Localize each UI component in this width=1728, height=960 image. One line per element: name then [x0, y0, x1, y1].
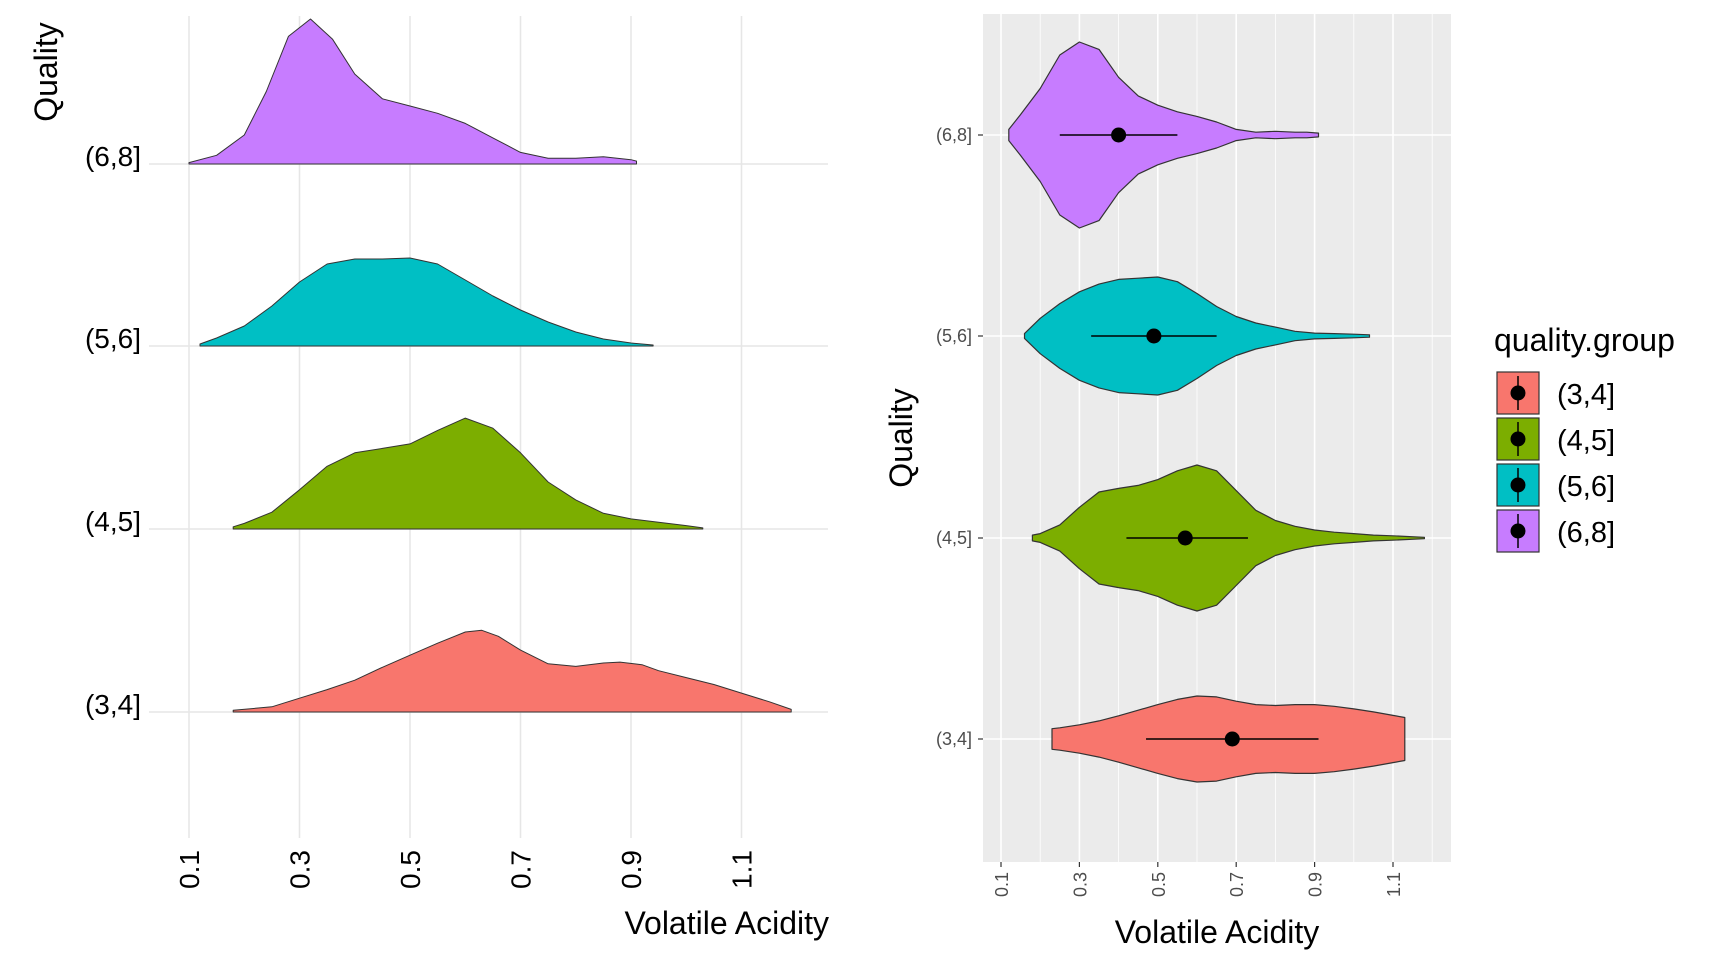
- legend-items: (3,4] (4,5] (5,6] (6,8]: [1496, 371, 1615, 553]
- ridgeline-y-tick-6-8: (6,8]: [85, 141, 141, 172]
- violin-x-tick-1-1: 1.1: [1384, 872, 1404, 897]
- legend-item-5-6: (5,6]: [1496, 463, 1615, 507]
- violin-y-tick-4-5: (4,5]: [936, 528, 972, 548]
- violin-x-tick-0-7: 0.7: [1227, 872, 1247, 897]
- legend-label-6-8: (6,8]: [1557, 517, 1615, 549]
- ridgeline-x-tick-0-7: 0.7: [506, 850, 537, 889]
- violin-x-tick-labels: 0.1 0.3 0.5 0.7 0.9 1.1: [992, 862, 1404, 897]
- violin-x-tick-0-1: 0.1: [992, 872, 1012, 897]
- legend-item-3-4: (3,4]: [1496, 371, 1615, 415]
- legend: quality.group (3,4] (4,5] (5,6] (6,8]: [1494, 322, 1675, 553]
- ridgeline-x-tick-0-3: 0.3: [285, 850, 316, 889]
- violin-y-axis-label: Quality: [883, 388, 919, 488]
- ridgeline-y-tick-5-6: (5,6]: [85, 323, 141, 354]
- violin-x-tick-0-5: 0.5: [1149, 872, 1169, 897]
- violin-mean-point-3-4: [1224, 731, 1240, 747]
- ridgeline-y-tick-4-5: (4,5]: [85, 506, 141, 537]
- legend-item-6-8: (6,8]: [1496, 509, 1615, 553]
- ridge-4-5: [232, 417, 704, 530]
- ridgeline-panel: (6,8](5,6](4,5](3,4] 0.1 0.3 0.5 0.7 0.9 1.1 …: [28, 16, 829, 941]
- ridgeline-x-tick-labels: 0.1 0.3 0.5 0.7 0.9 1.1: [174, 850, 758, 889]
- violin-panel: (6,8](5,6](4,5](3,4] 0.1 0.3 0.5 0.7 0.9 1.1 …: [883, 14, 1451, 950]
- ridgeline-x-tick-0-1: 0.1: [174, 850, 205, 889]
- violin-mean-point-5-6: [1146, 328, 1162, 344]
- ridgeline-y-axis-label: Quality: [28, 22, 64, 122]
- violin-y-tick-3-4: (3,4]: [936, 729, 972, 749]
- violin-y-tick-6-8: (6,8]: [936, 125, 972, 145]
- legend-label-5-6: (5,6]: [1557, 471, 1615, 503]
- violin-x-tick-0-3: 0.3: [1070, 872, 1090, 897]
- ridge-6-8: [188, 18, 637, 165]
- ridge-5-6: [199, 257, 654, 347]
- ridge-3-4: [232, 629, 792, 713]
- violin-x-tick-0-9: 0.9: [1306, 872, 1326, 897]
- ridgeline-x-tick-1-1: 1.1: [727, 850, 758, 889]
- legend-key-point-6-8: [1510, 523, 1526, 539]
- legend-label-4-5: (4,5]: [1557, 425, 1615, 457]
- ridgeline-y-tick-3-4: (3,4]: [85, 689, 141, 720]
- ridgeline-x-axis-label: Volatile Acidity: [624, 905, 829, 941]
- legend-title: quality.group: [1494, 322, 1675, 358]
- ridgeline-ridges: [188, 18, 792, 713]
- legend-key-point-5-6: [1510, 477, 1526, 493]
- legend-key-point-3-4: [1510, 385, 1526, 401]
- violin-y-tick-5-6: (5,6]: [936, 326, 972, 346]
- violin-y-tick-labels: (6,8] (5,6] (4,5] (3,4]: [936, 125, 983, 749]
- legend-label-3-4: (3,4]: [1557, 379, 1615, 411]
- legend-key-point-4-5: [1510, 431, 1526, 447]
- violin-pointranges: [1059, 127, 1319, 747]
- legend-item-4-5: (4,5]: [1496, 417, 1615, 461]
- violin-mean-point-4-5: [1177, 530, 1193, 546]
- ridgeline-y-tick-labels: (6,8] (5,6] (4,5] (3,4]: [85, 141, 141, 720]
- ridgeline-x-tick-0-9: 0.9: [616, 850, 647, 889]
- violin-mean-point-6-8: [1111, 127, 1127, 143]
- violin-x-axis-label: Volatile Acidity: [1115, 914, 1320, 950]
- ridgeline-x-tick-0-5: 0.5: [395, 850, 426, 889]
